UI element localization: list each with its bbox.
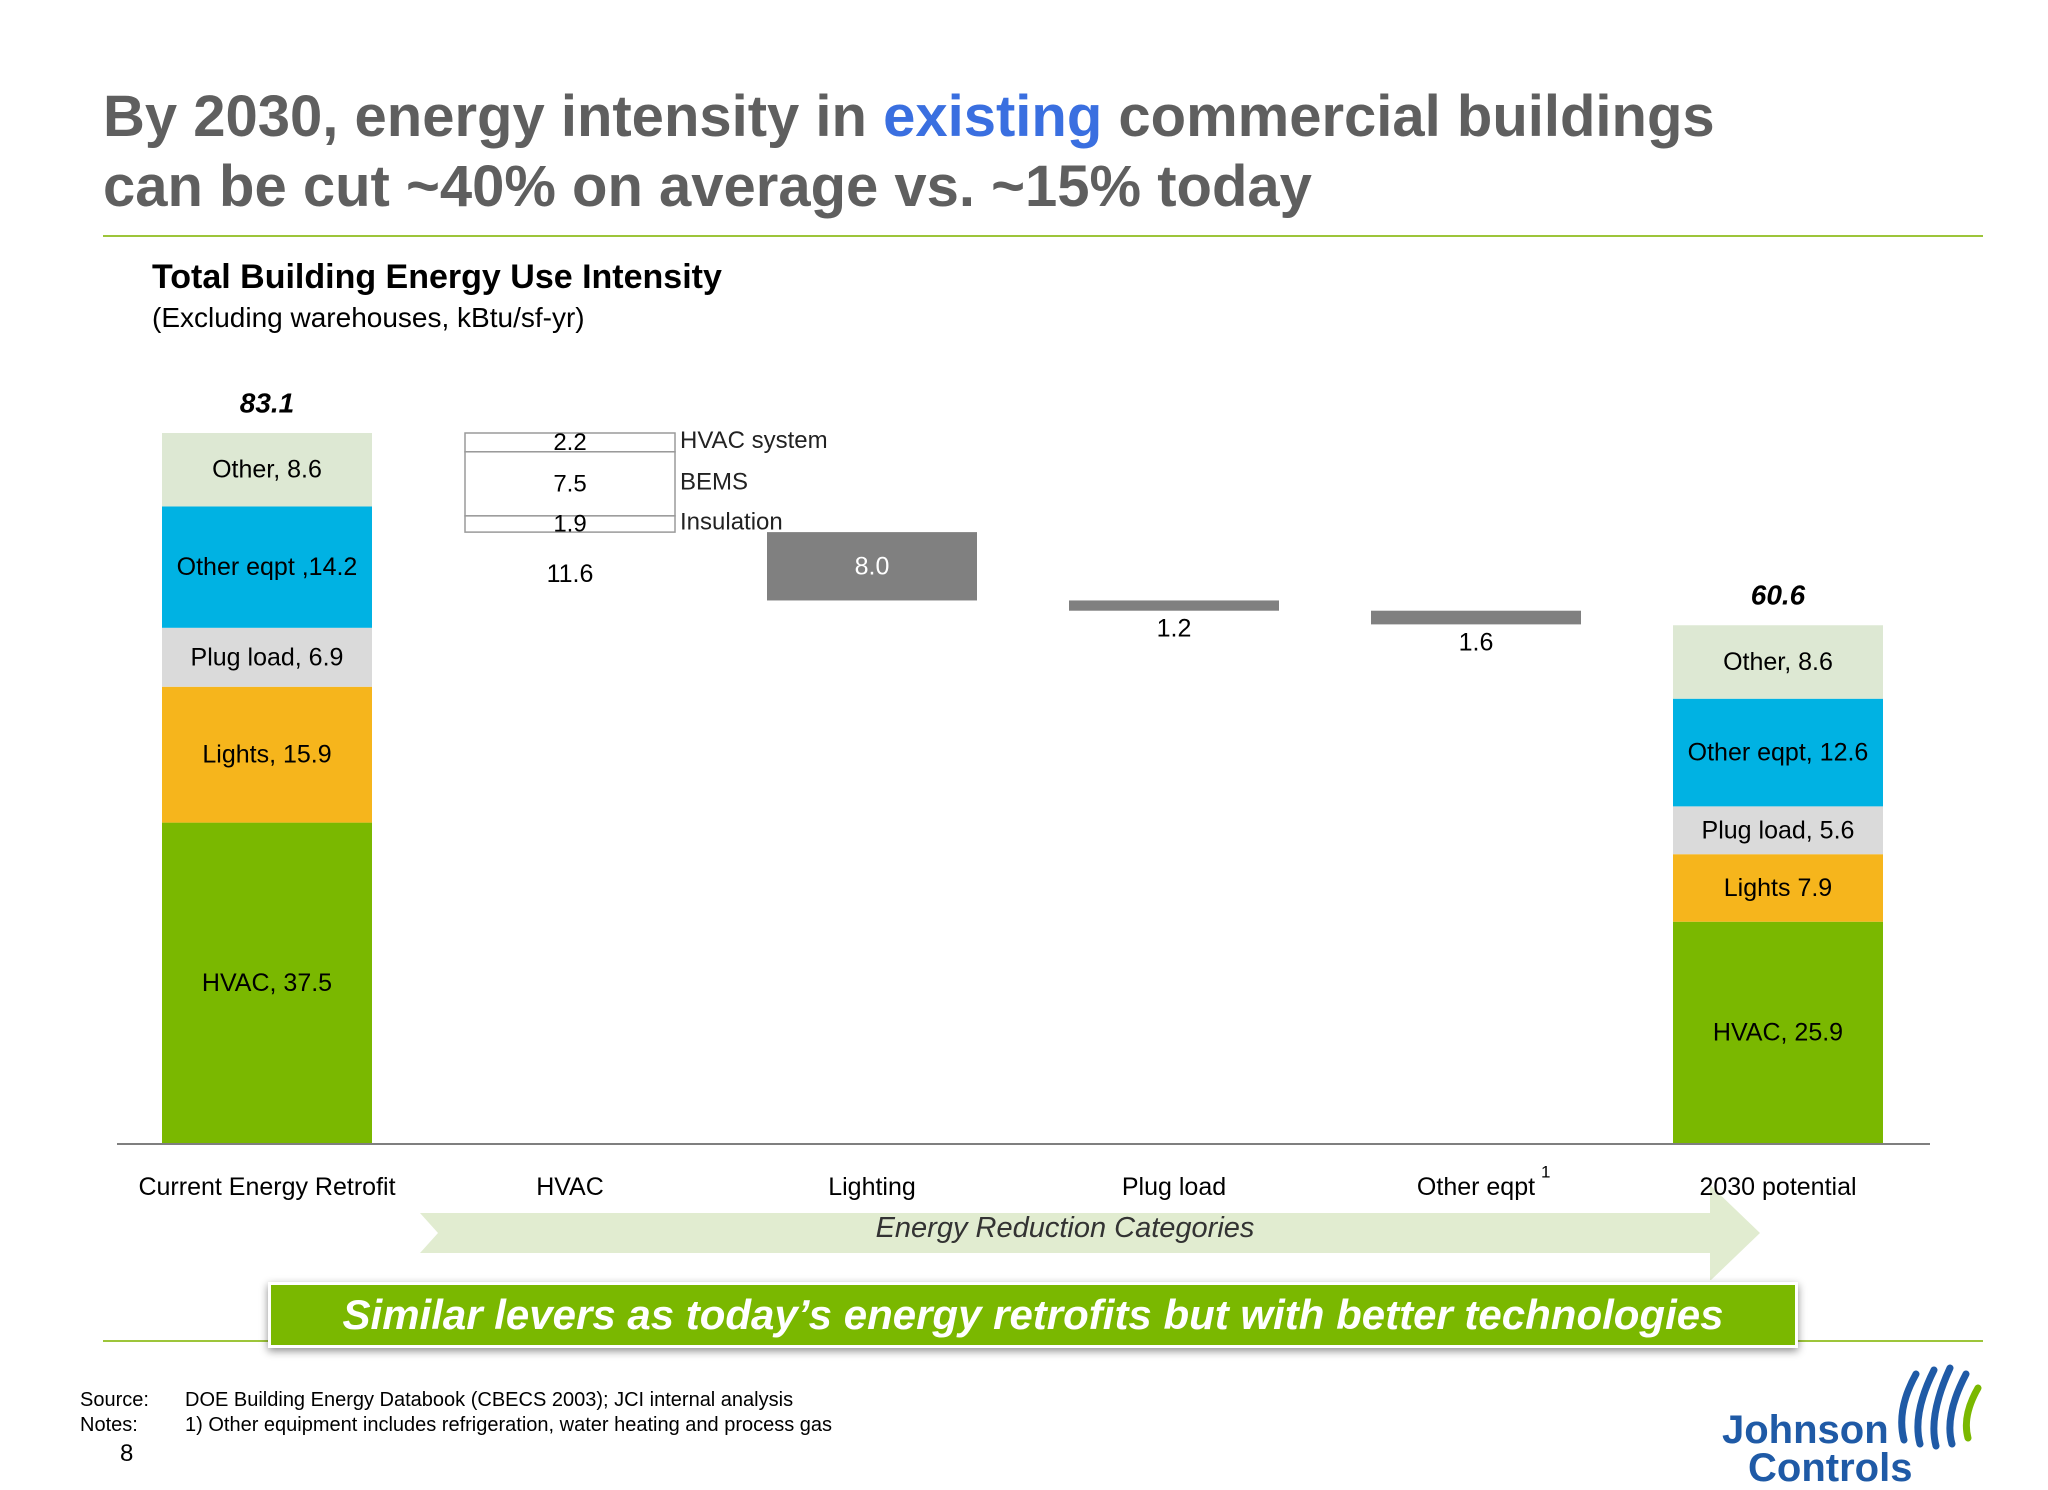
current-segment-1 bbox=[162, 686, 372, 823]
category-label-1: HVAC bbox=[536, 1173, 604, 1201]
hvac-component-value-2: 1.9 bbox=[553, 510, 586, 537]
potential-segment-4 bbox=[1673, 625, 1883, 699]
bottom-divider-left bbox=[103, 1340, 268, 1342]
hvac-component-name-2: Insulation bbox=[680, 508, 783, 535]
hvac-component-name-1: BEMS bbox=[680, 468, 748, 495]
potential-segment-label-3: Other eqpt, 12.6 bbox=[1688, 739, 1869, 767]
waterfall-chart: Energy Reduction Categories HVAC, 37.5 Lig… bbox=[117, 388, 1930, 1280]
potential-segment-label-0: HVAC, 25.9 bbox=[1713, 1018, 1843, 1046]
source-text: DOE Building Energy Databook (CBECS 2003… bbox=[185, 1389, 794, 1411]
potential-segment-2 bbox=[1673, 806, 1883, 855]
source-label: Source: bbox=[80, 1389, 149, 1411]
potential-total-label: 60.6 bbox=[1751, 580, 1806, 611]
notes-text: 1) Other equipment includes refrigeratio… bbox=[185, 1414, 833, 1436]
headline-line1-pre: By 2030, energy intensity in bbox=[103, 84, 884, 149]
category-label-2: Lighting bbox=[828, 1173, 916, 1201]
category-superscript-4: 1 bbox=[1541, 1163, 1550, 1182]
reduction-value-2: 1.2 bbox=[1157, 615, 1192, 643]
hvac-component-name-0: HVAC system bbox=[680, 427, 828, 454]
notes-label: Notes: bbox=[80, 1414, 138, 1436]
headline-highlight: existing bbox=[883, 84, 1103, 149]
current-segment-label-0: HVAC, 37.5 bbox=[202, 969, 332, 997]
headline-line2: can be cut ~40% on average vs. ~15% toda… bbox=[103, 154, 1312, 219]
logo-line2: Controls bbox=[1748, 1446, 1913, 1490]
category-label-5: 2030 potential bbox=[1699, 1173, 1856, 1201]
hvac-component-2 bbox=[464, 515, 676, 533]
headline-line1-post: commercial buildings bbox=[1102, 84, 1715, 149]
potential-segment-0 bbox=[1673, 921, 1883, 1143]
potential-segment-1 bbox=[1673, 854, 1883, 922]
top-divider bbox=[103, 235, 1983, 237]
category-label-4: Other eqpt bbox=[1417, 1173, 1535, 1201]
reduction-value-1: 8.0 bbox=[855, 552, 890, 580]
potential-segment-3 bbox=[1673, 698, 1883, 807]
johnson-controls-wave-icon bbox=[1898, 1364, 1982, 1450]
potential-segment-label-2: Plug load, 5.6 bbox=[1702, 816, 1855, 844]
current-segment-label-4: Other, 8.6 bbox=[212, 456, 322, 484]
logo-line1: Johnson bbox=[1722, 1408, 1889, 1452]
current-segment-0 bbox=[162, 822, 372, 1143]
chart-subnote: (Excluding warehouses, kBtu/sf-yr) bbox=[152, 302, 585, 333]
bottom-divider-right bbox=[1798, 1340, 1983, 1342]
current-segment-label-3: Other eqpt ,14.2 bbox=[177, 553, 358, 581]
reduction-value-3: 1.6 bbox=[1459, 628, 1494, 656]
reduction-bar-1 bbox=[767, 532, 977, 601]
current-total-label: 83.1 bbox=[240, 388, 295, 419]
company-logo: Johnson Controls bbox=[1700, 1360, 2000, 1488]
category-label-3: Plug load bbox=[1122, 1173, 1226, 1201]
hvac-component-value-1: 7.5 bbox=[553, 470, 586, 497]
potential-segment-label-4: Other, 8.6 bbox=[1723, 648, 1833, 676]
current-segment-3 bbox=[162, 506, 372, 628]
current-segment-4 bbox=[162, 433, 372, 507]
current-segment-label-2: Plug load, 6.9 bbox=[191, 643, 344, 671]
chart-subtitle: Total Building Energy Use Intensity bbox=[152, 258, 722, 296]
potential-segment-label-1: Lights 7.9 bbox=[1724, 874, 1832, 902]
conclusion-banner: Similar levers as today’s energy retrofi… bbox=[268, 1282, 1798, 1348]
current-segment-label-1: Lights, 15.9 bbox=[202, 741, 331, 769]
category-label-0: Current Energy Retrofit bbox=[138, 1173, 395, 1201]
page-number: 8 bbox=[120, 1440, 134, 1467]
reduction-bar-3 bbox=[1371, 610, 1581, 625]
reduction-value-0: 11.6 bbox=[547, 560, 594, 588]
reduction-categories-arrow bbox=[420, 1185, 1760, 1280]
page-headline: By 2030, energy intensity in existing co… bbox=[103, 82, 1963, 222]
hvac-component-1 bbox=[464, 451, 676, 517]
reduction-bar-2 bbox=[1069, 600, 1279, 611]
current-segment-2 bbox=[162, 627, 372, 687]
arrow-label: Energy Reduction Categories bbox=[876, 1212, 1255, 1244]
